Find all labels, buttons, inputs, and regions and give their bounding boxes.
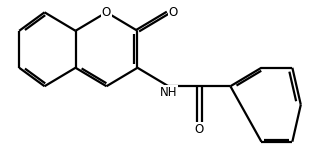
Text: O: O: [102, 6, 111, 19]
Text: O: O: [168, 6, 178, 19]
Text: NH: NH: [160, 86, 177, 99]
Text: O: O: [195, 123, 204, 136]
